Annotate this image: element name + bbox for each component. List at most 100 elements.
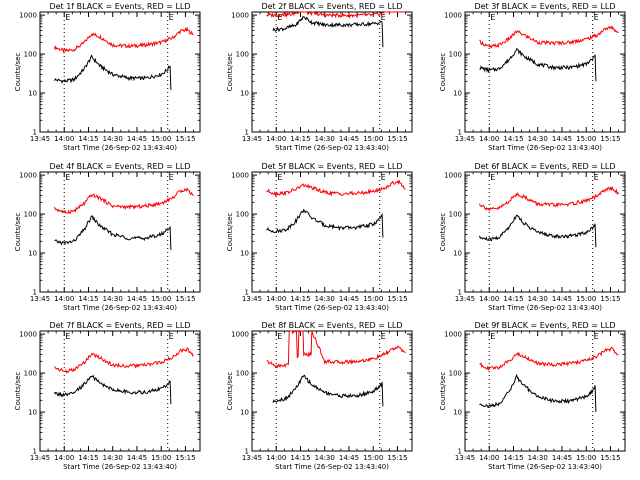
- plot-frame: [39, 330, 201, 452]
- chart-panel-4: Det 4f BLACK = Events, RED = LLD 1 10 100 10…: [14, 162, 201, 312]
- x-axis-label: Start Time (26-Sep-02 13:43:40): [63, 463, 177, 471]
- y-tick-label: 1000: [444, 172, 462, 180]
- chart-panel-2: Det 2f BLACK = Events, RED = LLD 1 10 100 10…: [226, 2, 413, 152]
- x-tick-label: 14:30: [103, 135, 123, 143]
- plot-frame: [251, 11, 413, 133]
- chart-title: Det 3f BLACK = Events, RED = LLD: [474, 2, 615, 11]
- chart-title: Det 4f BLACK = Events, RED = LLD: [49, 162, 190, 171]
- x-tick-label: 15:00: [363, 135, 383, 143]
- x-tick-label: 14:00: [479, 135, 499, 143]
- x-axis-label: Start Time (26-Sep-02 13:43:40): [488, 304, 602, 312]
- x-tick-label: 14:15: [78, 135, 98, 143]
- x-tick-label: 13:45: [242, 295, 262, 303]
- chart-panel-7: Det 7f BLACK = Events, RED = LLD 1 10 100 10…: [14, 321, 201, 471]
- y-axis-label: Counts/sec: [14, 372, 22, 411]
- x-tick-label: 14:15: [503, 295, 523, 303]
- x-tick-label: 15:15: [175, 295, 195, 303]
- event-marker-label: E: [490, 13, 495, 22]
- x-tick-label: 15:00: [151, 295, 171, 303]
- x-tick-label: 14:15: [503, 454, 523, 462]
- x-tick-label: 14:00: [54, 454, 74, 462]
- y-tick-label: 1000: [231, 172, 249, 180]
- y-tick-label: 1000: [19, 12, 37, 20]
- x-tick-label: 15:15: [387, 454, 407, 462]
- x-tick-label: 14:00: [479, 295, 499, 303]
- x-tick-label: 13:45: [30, 454, 50, 462]
- x-tick-label: 14:00: [479, 454, 499, 462]
- y-tick-label: 100: [449, 51, 462, 59]
- event-rate-line: [54, 215, 172, 250]
- chart-title: Det 6f BLACK = Events, RED = LLD: [474, 162, 615, 171]
- event-marker-label: E: [277, 173, 282, 182]
- event-rate-line: [479, 47, 597, 82]
- y-tick-label: 1000: [231, 12, 249, 20]
- y-axis-label: Counts/sec: [226, 53, 234, 92]
- x-tick-label: 14:45: [552, 454, 572, 462]
- x-tick-label: 14:30: [103, 454, 123, 462]
- x-tick-label: 14:30: [315, 135, 335, 143]
- y-tick-label: 1: [458, 289, 462, 297]
- event-marker-label: E: [594, 173, 599, 182]
- x-tick-label: 14:00: [266, 295, 286, 303]
- x-tick-label: 15:15: [600, 135, 620, 143]
- x-tick-label: 15:00: [576, 135, 596, 143]
- y-tick-label: 10: [240, 409, 249, 417]
- event-rate-line: [479, 373, 597, 413]
- x-tick-label: 14:15: [78, 454, 98, 462]
- y-axis-label: Counts/sec: [226, 213, 234, 252]
- y-axis-label: Counts/sec: [14, 53, 22, 92]
- lld-rate-line: [266, 179, 406, 197]
- y-tick-label: 10: [240, 90, 249, 98]
- x-tick-label: 14:30: [528, 135, 548, 143]
- x-tick-label: 14:30: [315, 454, 335, 462]
- x-tick-label: 15:15: [387, 135, 407, 143]
- y-tick-label: 1: [245, 129, 249, 137]
- event-marker-label: E: [169, 173, 174, 182]
- x-tick-label: 15:15: [600, 295, 620, 303]
- x-tick-label: 14:15: [503, 135, 523, 143]
- chart-panel-5: Det 5f BLACK = Events, RED = LLD 1 10 100 10…: [226, 162, 413, 312]
- event-marker-label: E: [65, 332, 70, 341]
- x-axis-label: Start Time (26-Sep-02 13:43:40): [488, 144, 602, 152]
- chart-title: Det 2f BLACK = Events, RED = LLD: [261, 2, 402, 11]
- y-tick-label: 100: [236, 211, 249, 219]
- plot-frame: [39, 11, 201, 133]
- x-tick-label: 15:00: [576, 454, 596, 462]
- event-marker-label: E: [381, 13, 386, 22]
- x-tick-label: 15:15: [175, 135, 195, 143]
- x-tick-label: 14:45: [127, 295, 147, 303]
- x-axis-label: Start Time (26-Sep-02 13:43:40): [275, 144, 389, 152]
- y-axis-label: Counts/sec: [439, 213, 447, 252]
- y-tick-label: 1: [33, 448, 37, 456]
- x-tick-label: 13:45: [242, 135, 262, 143]
- x-tick-label: 14:45: [339, 295, 359, 303]
- y-tick-label: 1000: [19, 331, 37, 339]
- x-tick-label: 14:15: [78, 295, 98, 303]
- x-tick-label: 13:45: [455, 135, 475, 143]
- chart-panel-3: Det 3f BLACK = Events, RED = LLD 1 10 100 10…: [439, 2, 626, 152]
- event-rate-line: [479, 214, 597, 248]
- x-axis-label: Start Time (26-Sep-02 13:43:40): [63, 304, 177, 312]
- x-tick-label: 14:00: [266, 135, 286, 143]
- event-marker-label: E: [594, 332, 599, 341]
- event-marker-label: E: [277, 332, 282, 341]
- lld-rate-line: [54, 347, 194, 374]
- y-tick-label: 10: [453, 250, 462, 258]
- y-tick-label: 100: [24, 370, 37, 378]
- x-tick-label: 15:00: [363, 295, 383, 303]
- x-tick-label: 14:30: [103, 295, 123, 303]
- y-tick-label: 10: [240, 250, 249, 258]
- x-tick-label: 15:00: [151, 135, 171, 143]
- event-marker-label: E: [65, 173, 70, 182]
- event-marker-label: E: [381, 332, 386, 341]
- x-tick-label: 14:45: [552, 135, 572, 143]
- chart-title: Det 9f BLACK = Events, RED = LLD: [474, 321, 615, 330]
- y-tick-label: 10: [28, 250, 37, 258]
- x-tick-label: 14:45: [552, 295, 572, 303]
- x-tick-label: 14:45: [127, 454, 147, 462]
- x-tick-label: 14:15: [290, 295, 310, 303]
- event-marker-label: E: [277, 13, 282, 22]
- event-marker-label: E: [381, 173, 386, 182]
- plot-frame: [464, 171, 626, 293]
